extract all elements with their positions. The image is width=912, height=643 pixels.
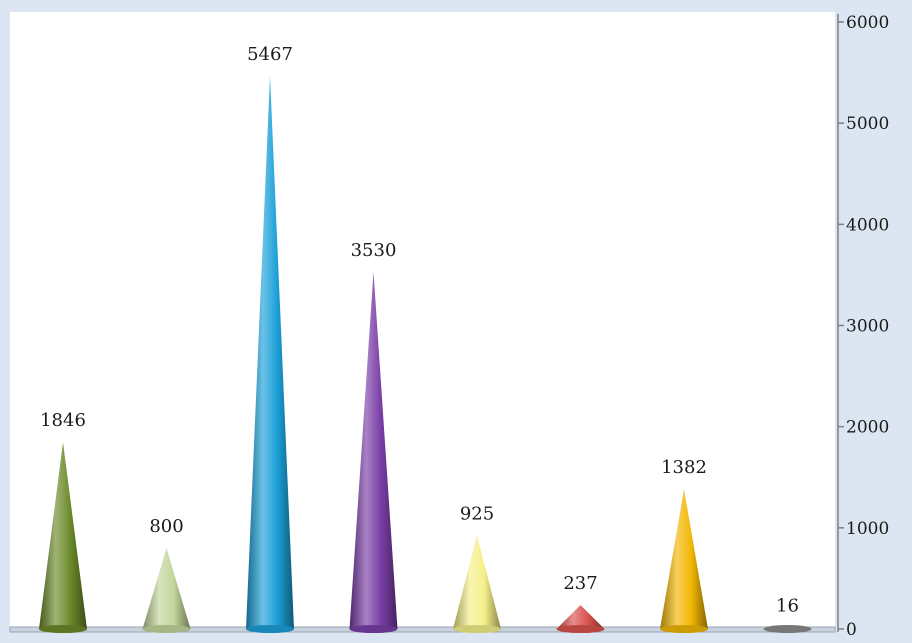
cone-bar-body <box>246 75 294 634</box>
cone-bar <box>453 535 501 633</box>
cone-bar <box>349 271 398 633</box>
y-tick-label: 5000 <box>846 114 889 134</box>
cone-bar-base <box>349 625 398 633</box>
cone-bar-base <box>763 625 812 633</box>
cone-bar-base <box>556 625 605 633</box>
data-label: 1846 <box>40 410 86 431</box>
plot-area <box>10 12 835 630</box>
cone-bar <box>142 548 191 633</box>
data-label: 1382 <box>661 457 707 478</box>
cone-bar-base <box>660 625 708 633</box>
cone-bar <box>246 75 294 634</box>
data-label: 3530 <box>351 240 397 261</box>
y-tick-label: 0 <box>846 620 857 639</box>
data-label: 16 <box>776 595 799 616</box>
y-tick-label: 1000 <box>846 519 889 539</box>
cone-bar-base <box>453 625 501 633</box>
data-label: 5467 <box>247 44 293 65</box>
cone-bar <box>39 442 87 633</box>
y-tick-label: 6000 <box>846 13 889 33</box>
data-labels: 1846 800 5467 3530 925 237 1382 16 <box>40 44 799 616</box>
cone-bar-body <box>453 535 501 633</box>
data-label: 237 <box>563 573 597 594</box>
cone-bar-base <box>39 625 87 633</box>
cone-bar-base <box>246 625 294 633</box>
y-axis: 0 1000 2000 3000 4000 5000 6000 <box>837 13 889 640</box>
y-tick-label: 3000 <box>846 317 889 337</box>
cone-bar-base <box>142 625 191 633</box>
chart-floor-plane <box>9 626 836 633</box>
cone-bar <box>763 625 812 633</box>
cone-bar-body <box>349 271 398 633</box>
cone-bar <box>660 489 708 633</box>
cone-bar <box>556 605 605 633</box>
chart-floor <box>9 626 836 633</box>
cone-bar-body <box>660 489 708 633</box>
y-tick-label: 2000 <box>846 418 889 438</box>
y-tick-label: 4000 <box>846 215 889 235</box>
cone-bar-body <box>39 442 87 633</box>
cone-bar-body <box>142 548 191 633</box>
data-label: 800 <box>149 516 183 537</box>
cone-series <box>39 75 812 634</box>
data-label: 925 <box>460 503 494 524</box>
